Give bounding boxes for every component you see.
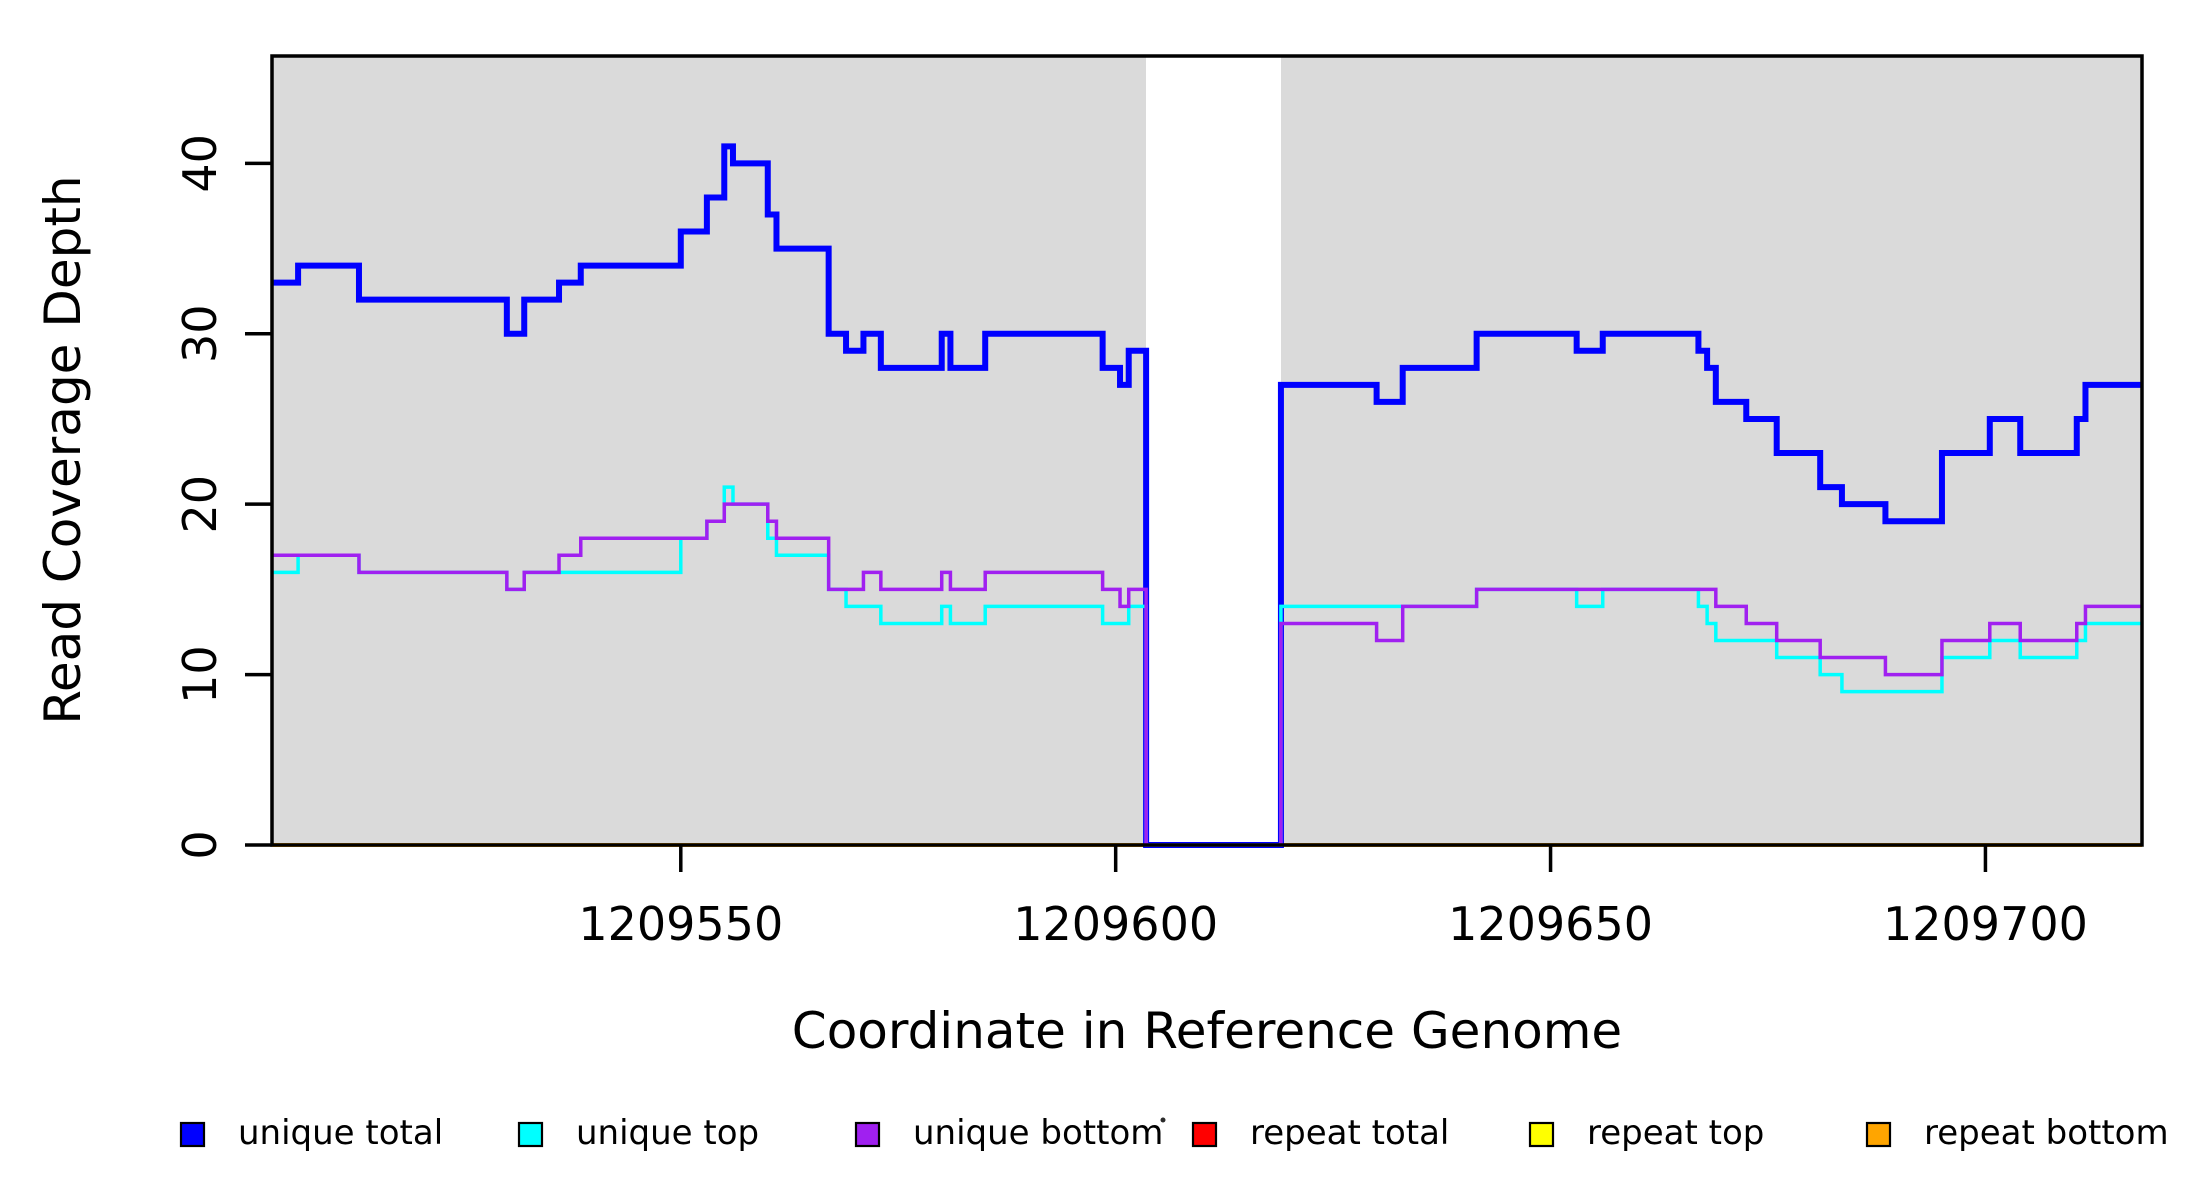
x-tick-label: 1209650	[1448, 897, 1653, 951]
legend-item-repeat-total: repeat total	[1191, 1113, 1449, 1153]
y-tick-label: 20	[173, 475, 227, 534]
y-axis-title: Read Coverage Depth	[34, 175, 92, 724]
plot-background-layer	[272, 56, 2142, 845]
legend-swatch-unique-total	[179, 1121, 206, 1148]
coverage-gap-band	[1146, 56, 1281, 845]
y-tick-label: 40	[173, 134, 227, 193]
y-tick-label: 30	[173, 304, 227, 363]
legend-label: unique bottom	[913, 1113, 1163, 1153]
legend-swatch-unique-bottom	[854, 1121, 881, 1148]
x-tick-label: 1209550	[578, 897, 783, 951]
legend-label: repeat top	[1587, 1113, 1764, 1153]
legend-swatch-repeat-bottom	[1865, 1121, 1892, 1148]
legend-item-unique-top: unique top	[517, 1113, 759, 1153]
legend-label: repeat bottom	[1924, 1113, 2169, 1153]
legend-item-unique-bottom: unique bottom	[854, 1113, 1163, 1153]
series-line-unique-bottom	[272, 502, 2142, 847]
plot-bg-right	[1280, 56, 2142, 845]
axes-layer	[245, 54, 2144, 872]
x-tick-label: 1209700	[1883, 897, 2088, 951]
y-tick-label: 10	[173, 645, 227, 704]
legend-item-repeat-top: repeat top	[1528, 1113, 1764, 1153]
legend-item-unique-total: unique total	[179, 1113, 443, 1153]
legend-label: repeat total	[1250, 1113, 1449, 1153]
tick-labels-layer: 0 10 20 30 40 1209550 1209600 1209650 1209700	[173, 134, 2088, 951]
legend-swatch-repeat-total	[1191, 1121, 1218, 1148]
legend-swatch-unique-top	[517, 1121, 544, 1148]
legend-label: unique total	[238, 1113, 443, 1153]
legend-label: unique top	[576, 1113, 759, 1153]
legend-swatch-repeat-top	[1528, 1121, 1555, 1148]
plot-bg-left	[272, 56, 1147, 845]
x-tick-label: 1209600	[1013, 897, 1218, 951]
x-axis-title: Coordinate in Reference Genome	[792, 1002, 1622, 1060]
legend: unique total unique top unique bottom repea…	[179, 1113, 2169, 1153]
y-tick-label: 0	[173, 830, 227, 859]
series-line-unique-total	[272, 143, 2142, 848]
stray-dot-artifact	[1160, 1117, 1166, 1123]
legend-item-repeat-bottom: repeat bottom	[1865, 1113, 2169, 1153]
plot-box	[270, 54, 2144, 847]
